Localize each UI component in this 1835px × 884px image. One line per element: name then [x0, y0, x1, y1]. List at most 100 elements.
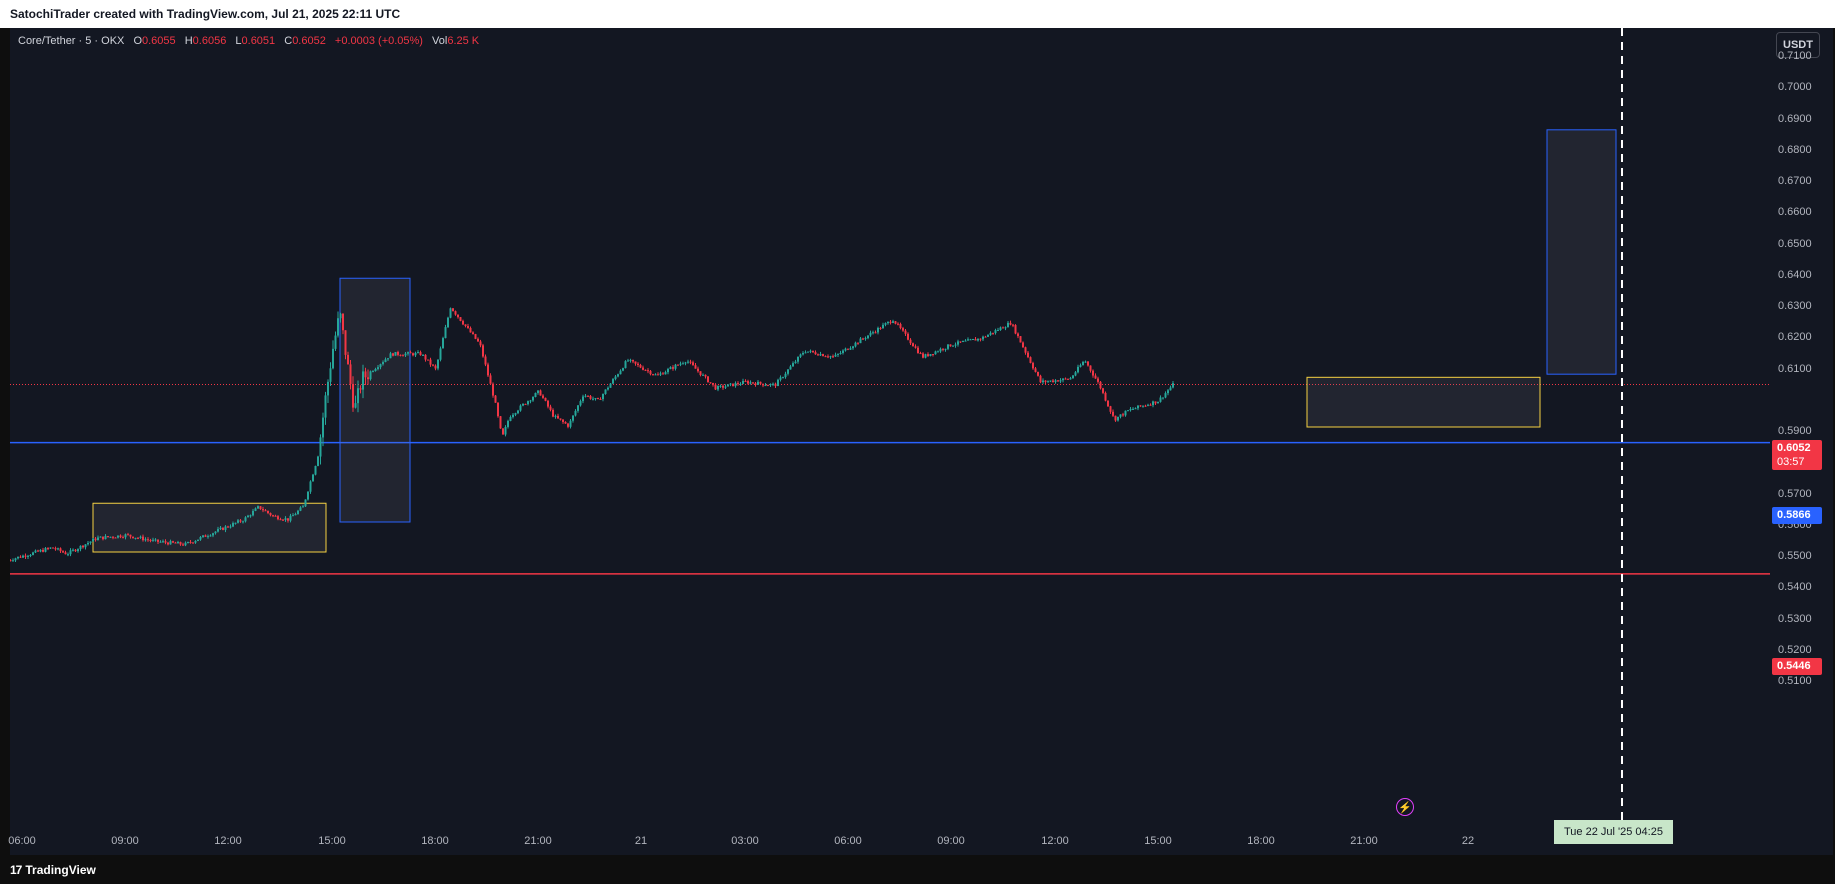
bull-candle: [1137, 405, 1139, 409]
bear-candle: [94, 538, 97, 541]
bear-candle: [1009, 322, 1012, 325]
bear-candle: [192, 542, 194, 544]
bear-candle: [287, 518, 289, 521]
price-tick: 0.7000: [1778, 81, 1812, 94]
bull-candle: [139, 536, 142, 538]
bear-candle: [699, 371, 702, 376]
bull-candle: [729, 383, 732, 385]
chart-pane[interactable]: [10, 28, 1770, 827]
bull-candle: [1042, 380, 1044, 383]
bear-candle: [10, 560, 12, 562]
bull-candle: [719, 385, 722, 387]
high-value: 0.6056: [192, 35, 227, 47]
bear-candle: [1109, 406, 1112, 412]
bear-candle: [552, 409, 554, 417]
bull-candle: [819, 354, 822, 356]
bear-candle: [714, 384, 717, 390]
price-tick: 0.5900: [1778, 425, 1812, 437]
bull-candle: [779, 377, 782, 380]
bear-candle: [899, 324, 902, 329]
bull-candle: [67, 554, 69, 556]
bull-candle: [842, 350, 844, 353]
bear-candle: [157, 539, 159, 542]
bull-candle: [1049, 380, 1052, 382]
bear-candle: [342, 313, 344, 331]
attribution-text: SatochiTrader created with TradingView.c…: [10, 7, 401, 21]
bear-candle: [894, 321, 897, 324]
bear-candle: [222, 527, 224, 530]
bull-candle: [357, 388, 359, 404]
bear-candle: [239, 520, 242, 522]
bull-candle: [1164, 393, 1167, 398]
time-axis[interactable]: 06:00 09:00 12:00 15:00 18:00 21:00 21 03:00 06:…: [8, 827, 1770, 855]
bear-candle: [597, 398, 599, 400]
bull-candle: [289, 515, 292, 521]
bull-candle: [679, 363, 682, 365]
bear-candle: [874, 332, 877, 334]
bull-candle: [252, 510, 254, 516]
bear-candle: [747, 381, 749, 384]
bear-candle: [274, 515, 277, 517]
price-tick: 0.6300: [1778, 300, 1812, 312]
bear-candle: [984, 336, 987, 338]
bull-candle: [797, 356, 799, 362]
time-tick: 21: [634, 835, 648, 847]
lightning-icon[interactable]: ⚡: [1396, 798, 1414, 816]
bull-candle: [617, 374, 619, 377]
symbol-label[interactable]: Core/Tether · 5 · OKX: [18, 35, 125, 47]
bear-candle: [1044, 380, 1047, 382]
close-key: C: [284, 35, 293, 47]
bull-candle: [802, 352, 804, 355]
bear-candle: [282, 519, 284, 521]
bear-candle: [267, 510, 269, 514]
bull-candle: [297, 510, 299, 515]
bull-candle: [317, 456, 319, 466]
bull-candle: [887, 321, 889, 324]
price-chart[interactable]: [10, 28, 1770, 827]
bear-candle: [1097, 378, 1099, 382]
close-value: 0.6052: [292, 35, 326, 47]
bear-candle: [767, 385, 769, 387]
footer-bar: 17 TradingView: [0, 855, 1835, 884]
bull-candle: [947, 344, 949, 349]
bull-candle: [629, 359, 632, 361]
bull-candle: [232, 523, 234, 527]
bull-candle: [314, 465, 317, 475]
bull-candle: [1077, 366, 1079, 373]
ohlc-legend: Core/Tether · 5 · OKX O0.6055 H0.6056 L0…: [18, 35, 479, 47]
bear-candle: [54, 548, 57, 550]
bull-candle: [212, 533, 214, 536]
bear-candle: [1027, 352, 1029, 358]
bear-candle: [349, 364, 352, 384]
bull-candle: [742, 380, 744, 384]
bull-candle: [1082, 361, 1084, 366]
bear-candle: [489, 375, 492, 384]
bull-candle: [292, 515, 294, 517]
bear-candle: [1002, 327, 1004, 329]
bull-candle: [1069, 378, 1072, 380]
bear-candle: [974, 339, 977, 341]
bull-candle: [404, 353, 407, 356]
bull-candle: [17, 556, 19, 559]
bull-candle: [624, 361, 627, 369]
currency-button[interactable]: USDT: [1776, 32, 1820, 58]
bull-candle: [659, 373, 662, 375]
bear-candle: [347, 354, 349, 365]
bull-candle: [354, 403, 357, 408]
bear-candle: [1122, 414, 1124, 416]
yellow-range-box: [92, 502, 327, 553]
bull-candle: [1167, 390, 1169, 394]
bull-candle: [682, 363, 684, 365]
tradingview-logo[interactable]: 17 TradingView: [10, 863, 96, 877]
bull-candle: [332, 348, 334, 369]
bull-candle: [987, 334, 989, 337]
bear-candle: [649, 370, 652, 375]
bear-candle: [744, 380, 747, 382]
bull-candle: [794, 361, 797, 364]
bear-candle: [907, 333, 909, 340]
price-axis[interactable]: 0.7100 0.7000 0.6900 0.6800 0.6700 0.6600 0.65…: [1770, 28, 1833, 827]
bear-candle: [1017, 333, 1019, 337]
bear-candle: [1032, 362, 1034, 369]
bear-candle: [24, 555, 27, 557]
bear-candle: [174, 542, 177, 544]
